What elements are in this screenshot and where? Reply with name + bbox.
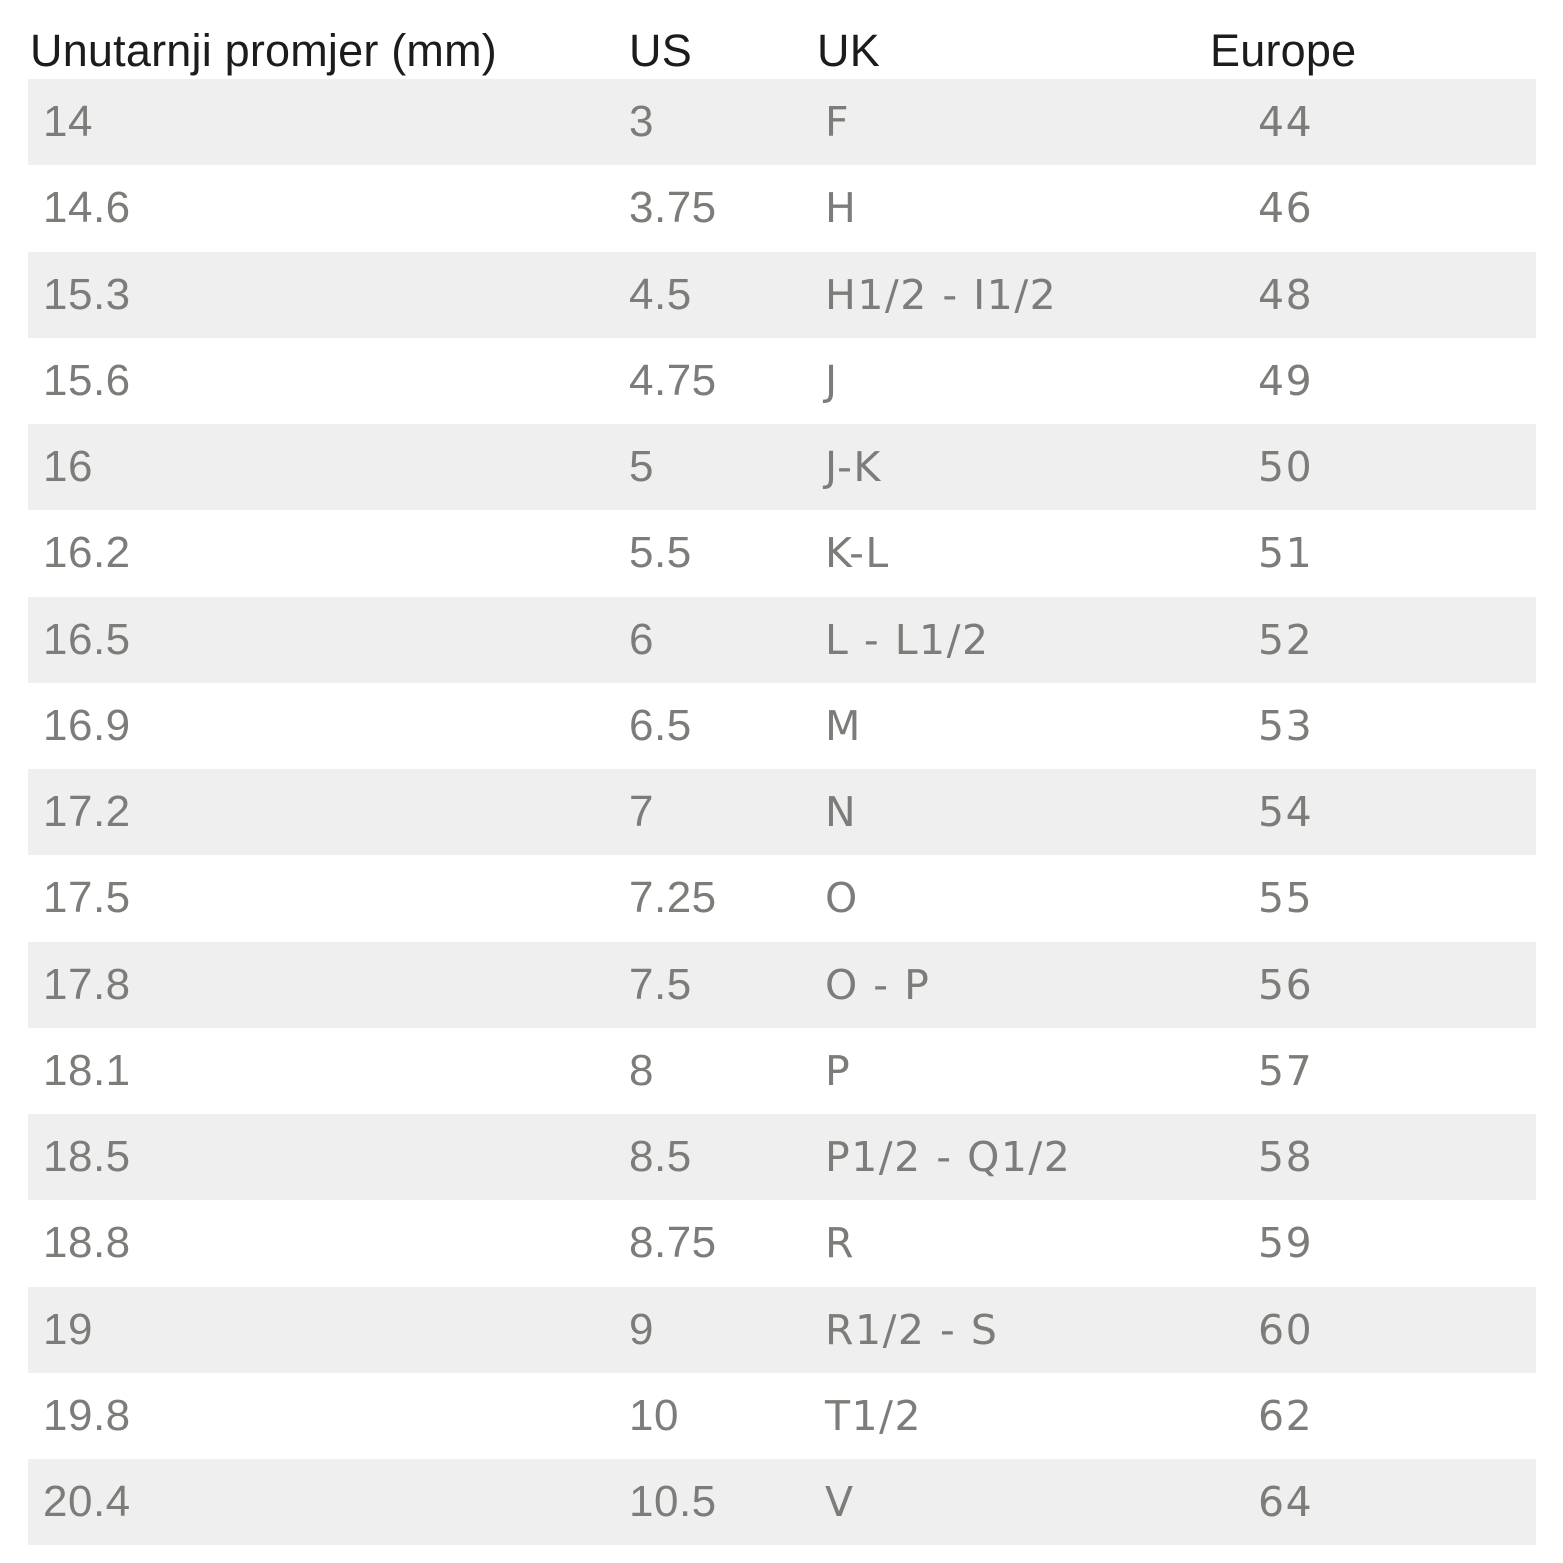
cell-europe-size: 55 <box>1258 874 1314 923</box>
cell-inner-diameter: 18.5 <box>43 1132 131 1182</box>
cell-europe-size: 46 <box>1258 184 1314 233</box>
cell-europe-size: 53 <box>1258 701 1314 750</box>
table-row: 16.2 5.5 K-L 51 <box>28 510 1536 596</box>
cell-uk-size: P1/2 - Q1/2 <box>825 1133 1072 1182</box>
table-row: 14.6 3.75 H 46 <box>28 165 1536 251</box>
cell-inner-diameter: 18.1 <box>43 1045 131 1095</box>
cell-uk-size: N <box>825 788 858 837</box>
cell-us-size: 3 <box>629 97 654 147</box>
cell-us-size: 5 <box>629 442 654 492</box>
cell-uk-size: P <box>825 1046 852 1095</box>
cell-europe-size: 48 <box>1258 270 1314 319</box>
cell-europe-size: 44 <box>1258 98 1314 147</box>
cell-europe-size: 49 <box>1258 356 1314 405</box>
cell-uk-size: M <box>825 701 862 750</box>
cell-europe-size: 54 <box>1258 788 1314 837</box>
cell-europe-size: 62 <box>1258 1391 1314 1440</box>
cell-us-size: 6.5 <box>629 700 692 750</box>
cell-inner-diameter: 16.2 <box>43 528 131 578</box>
cell-uk-size: K-L <box>825 529 890 578</box>
cell-uk-size: H1/2 - I1/2 <box>825 270 1058 319</box>
cell-uk-size: L - L1/2 <box>825 615 990 664</box>
table-row: 16 5 J-K 50 <box>28 424 1536 511</box>
cell-uk-size: R1/2 - S <box>825 1305 999 1354</box>
table-row: 16.9 6.5 M 53 <box>28 683 1536 769</box>
table-row: 18.1 8 P 57 <box>28 1028 1536 1114</box>
cell-us-size: 10 <box>629 1390 679 1440</box>
cell-us-size: 8 <box>629 1045 654 1095</box>
table-row: 15.6 4.75 J 49 <box>28 338 1536 424</box>
column-header-uk: UK <box>817 25 880 76</box>
cell-inner-diameter: 17.5 <box>43 873 131 923</box>
table-header-row: Unutarnji promjer (mm) US UK Europe <box>28 0 1536 79</box>
cell-inner-diameter: 14 <box>43 97 93 147</box>
cell-us-size: 7.5 <box>629 959 692 1009</box>
cell-us-size: 7.25 <box>629 873 717 923</box>
cell-inner-diameter: 20.4 <box>43 1477 131 1527</box>
cell-inner-diameter: 15.3 <box>43 269 131 319</box>
cell-europe-size: 64 <box>1258 1478 1314 1527</box>
table-row: 16.5 6 L - L1/2 52 <box>28 596 1536 683</box>
table-row: 18.8 8.75 R 59 <box>28 1200 1536 1286</box>
column-header-inner-diameter: Unutarnji promjer (mm) <box>30 25 497 76</box>
table-row: 17.8 7.5 O - P 56 <box>28 941 1536 1028</box>
cell-uk-size: R <box>825 1219 855 1268</box>
cell-uk-size: V <box>825 1478 855 1527</box>
cell-inner-diameter: 15.6 <box>43 355 131 405</box>
cell-europe-size: 57 <box>1258 1046 1314 1095</box>
cell-europe-size: 59 <box>1258 1219 1314 1268</box>
cell-us-size: 6 <box>629 614 654 664</box>
column-header-us: US <box>629 25 692 76</box>
cell-us-size: 7 <box>629 787 654 837</box>
cell-us-size: 10.5 <box>629 1477 717 1527</box>
table-row: 20.4 10.5 V 64 <box>28 1459 1536 1546</box>
cell-inner-diameter: 14.6 <box>43 183 131 233</box>
cell-uk-size: J-K <box>825 443 882 492</box>
cell-europe-size: 52 <box>1258 615 1314 664</box>
cell-uk-size: O - P <box>825 960 931 1009</box>
cell-inner-diameter: 19 <box>43 1304 93 1354</box>
table-row: 18.5 8.5 P1/2 - Q1/2 58 <box>28 1114 1536 1201</box>
cell-inner-diameter: 18.8 <box>43 1218 131 1268</box>
cell-us-size: 8.75 <box>629 1218 717 1268</box>
cell-us-size: 8.5 <box>629 1132 692 1182</box>
cell-inner-diameter: 17.8 <box>43 959 131 1009</box>
table-row: 14 3 F 44 <box>28 79 1536 166</box>
cell-inner-diameter: 16.5 <box>43 614 131 664</box>
cell-uk-size: H <box>825 184 858 233</box>
cell-uk-size: F <box>825 98 851 147</box>
table-row: 19 9 R1/2 - S 60 <box>28 1286 1536 1373</box>
cell-us-size: 9 <box>629 1304 654 1354</box>
cell-us-size: 4.75 <box>629 355 717 405</box>
cell-europe-size: 50 <box>1258 443 1314 492</box>
table-row: 17.2 7 N 54 <box>28 769 1536 856</box>
cell-us-size: 5.5 <box>629 528 692 578</box>
cell-inner-diameter: 16.9 <box>43 700 131 750</box>
cell-inner-diameter: 16 <box>43 442 93 492</box>
cell-europe-size: 51 <box>1258 529 1314 578</box>
cell-uk-size: T1/2 <box>825 1391 923 1440</box>
cell-europe-size: 60 <box>1258 1305 1314 1354</box>
cell-inner-diameter: 19.8 <box>43 1390 131 1440</box>
cell-inner-diameter: 17.2 <box>43 787 131 837</box>
cell-europe-size: 56 <box>1258 960 1314 1009</box>
table-row: 17.5 7.25 O 55 <box>28 855 1536 941</box>
cell-us-size: 4.5 <box>629 269 692 319</box>
column-header-europe: Europe <box>1210 25 1357 76</box>
cell-uk-size: J <box>825 356 839 405</box>
cell-uk-size: O <box>825 874 859 923</box>
cell-us-size: 3.75 <box>629 183 717 233</box>
table-row: 15.3 4.5 H1/2 - I1/2 48 <box>28 251 1536 338</box>
cell-europe-size: 58 <box>1258 1133 1314 1182</box>
table-row: 19.8 10 T1/2 62 <box>28 1373 1536 1459</box>
